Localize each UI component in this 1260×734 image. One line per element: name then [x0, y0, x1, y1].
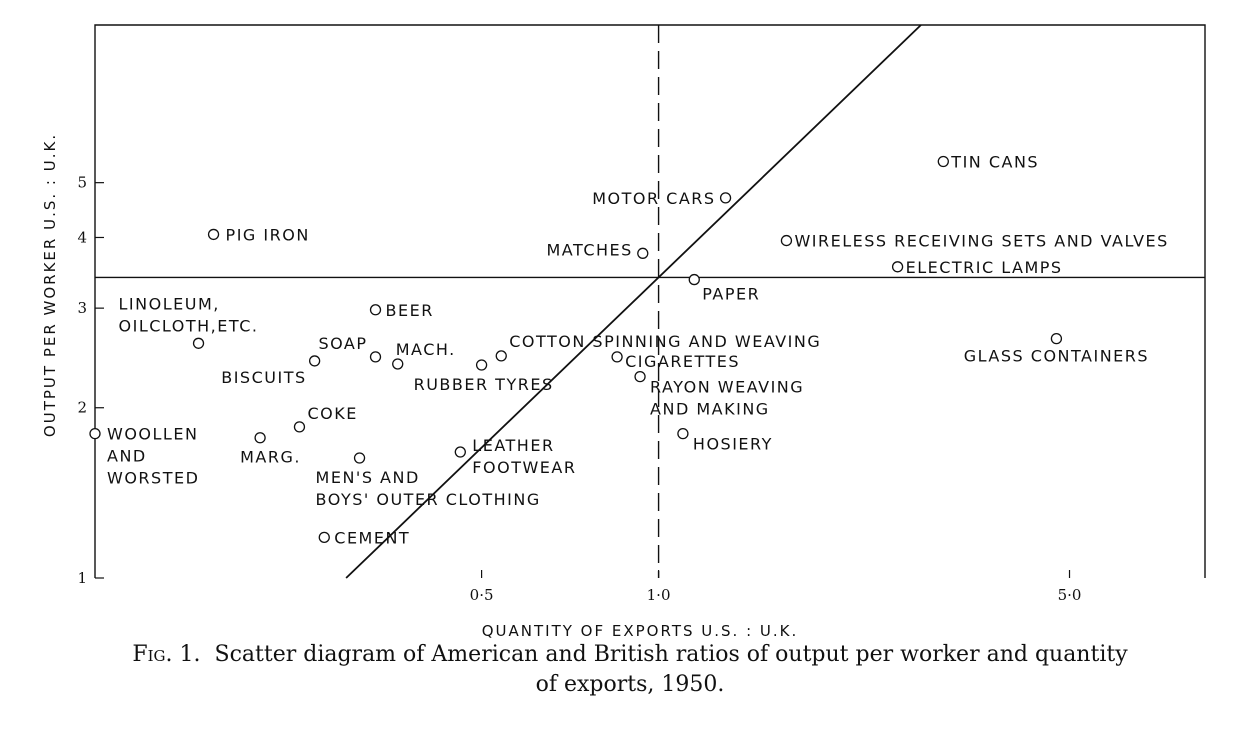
point-labels: WOOLLEN AND WORSTED LINOLEUM, OILCLOTH,ETC. P…	[107, 152, 1168, 547]
data-point	[254, 432, 266, 444]
point-label: ELECTRIC LAMPS	[906, 258, 1063, 277]
y-tick-label: 2	[77, 399, 87, 417]
point-label: MEN'S AND BOYS' OUTER CLOTHING	[316, 468, 541, 509]
data-point	[369, 304, 382, 316]
data-point	[454, 446, 466, 458]
figure-caption: Fig. 1. Scatter diagram of American and …	[0, 640, 1260, 700]
point-label: MATCHES	[546, 240, 632, 259]
point-label: WIRELESS RECEIVING SETS AND VALVES	[794, 232, 1168, 251]
point-label: RUBBER TYRES	[414, 375, 554, 394]
data-point	[719, 192, 732, 204]
y-axis-label: OUTPUT PER WORKER U.S. : U.K.	[41, 133, 59, 437]
point-label: HOSIERY	[693, 435, 773, 454]
data-point	[293, 421, 306, 433]
data-point	[89, 427, 101, 440]
data-point	[308, 355, 321, 367]
reference-lines	[95, 24, 1205, 579]
y-tick-label: 3	[77, 299, 87, 317]
point-label: RAYON WEAVING AND MAKING	[650, 378, 804, 419]
figure-tag: Fig. 1.	[132, 642, 201, 667]
data-point	[780, 234, 793, 247]
data-point	[1050, 332, 1063, 345]
scatter-chart: 1 2 3 4 5 0·5 1·0 5·0 WOOLLEN AND WORSTED LINOLEUM…	[41, 24, 1206, 640]
data-point	[891, 261, 904, 273]
caption-line-1: Fig. 1. Scatter diagram of American and …	[0, 640, 1260, 670]
data-points	[89, 155, 1063, 543]
plot-border	[94, 24, 1206, 578]
data-point	[353, 452, 366, 464]
y-tick-label: 4	[77, 228, 87, 246]
point-label: COKE	[307, 404, 357, 423]
point-label: COTTON SPINNING AND WEAVING	[509, 332, 821, 351]
x-axis-label: QUANTITY OF EXPORTS U.S. : U.K.	[482, 622, 799, 640]
x-tick-label: 5·0	[1058, 586, 1082, 604]
diagonal-reference-line	[345, 24, 922, 579]
data-point	[475, 359, 488, 371]
point-label: MOTOR CARS	[592, 189, 715, 208]
data-point	[318, 531, 330, 543]
data-point	[611, 351, 623, 363]
point-label: SOAP	[318, 334, 367, 353]
data-point	[192, 337, 205, 349]
axis-ticks: 1 2 3 4 5 0·5 1·0 5·0	[77, 174, 1081, 604]
point-label: PAPER	[702, 285, 760, 304]
data-point	[392, 358, 404, 370]
x-tick-label: 0·5	[470, 586, 494, 604]
point-label: BEER	[386, 301, 434, 320]
point-label: MARG.	[240, 448, 301, 467]
y-tick-label: 5	[77, 174, 87, 192]
data-point	[637, 247, 649, 259]
data-point	[207, 228, 220, 241]
point-label: BISCUITS	[221, 368, 306, 387]
y-tick-label: 1	[77, 569, 87, 587]
data-point	[677, 427, 689, 440]
caption-line-2: of exports, 1950.	[535, 672, 725, 697]
point-label: LEATHER FOOTWEAR	[472, 436, 576, 477]
data-point	[495, 350, 507, 362]
data-point	[688, 273, 700, 286]
point-label: LINOLEUM, OILCLOTH,ETC.	[119, 294, 259, 335]
caption-text-1: Scatter diagram of American and British …	[214, 642, 1128, 667]
data-point	[369, 351, 382, 363]
point-label: TIN CANS	[950, 152, 1039, 171]
point-label: CEMENT	[334, 528, 410, 547]
point-label: CIGARETTES	[625, 352, 740, 371]
plot-frame	[94, 24, 1206, 578]
data-point	[937, 155, 949, 168]
data-point	[634, 370, 646, 383]
point-label: MACH.	[396, 340, 456, 359]
point-label: PIG IRON	[226, 225, 310, 244]
x-tick-label: 1·0	[647, 586, 671, 604]
point-label: GLASS CONTAINERS	[964, 347, 1149, 366]
point-label: WOOLLEN AND WORSTED	[107, 425, 199, 488]
